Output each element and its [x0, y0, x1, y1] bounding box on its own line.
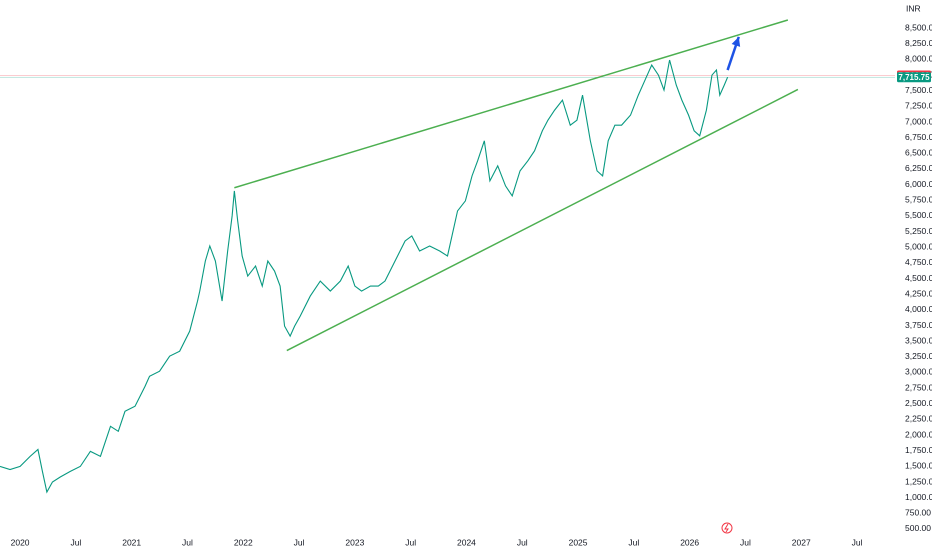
y-tick-label: 6,500.00: [905, 148, 932, 158]
y-tick-label: 3,750.00: [905, 320, 932, 330]
x-tick-label: Jul: [740, 537, 751, 547]
x-tick-label: 2020: [11, 537, 30, 547]
y-tick-label: 750.00: [905, 508, 931, 518]
y-tick-label: 4,500.00: [905, 273, 932, 283]
y-tick-label: 1,750.00: [905, 445, 932, 455]
y-tick-label: 6,250.00: [905, 163, 932, 173]
trendline: [234, 19, 789, 189]
y-tick-label: 8,000.00: [905, 54, 932, 64]
y-tick-label: 7,500.00: [905, 85, 932, 95]
y-tick-label: 3,250.00: [905, 351, 932, 361]
x-tick-label: Jul: [70, 537, 81, 547]
x-tick-label: 2021: [122, 537, 141, 547]
x-tick-label: 2025: [569, 537, 588, 547]
arrow-head: [731, 36, 741, 47]
y-tick-label: 4,750.00: [905, 257, 932, 267]
price-tag-label: 7,715.75: [898, 73, 930, 82]
y-tick-label: 1,500.00: [905, 461, 932, 471]
y-tick-label: 8,250.00: [905, 38, 932, 48]
x-tick-label: Jul: [294, 537, 305, 547]
x-tick-label: Jul: [517, 537, 528, 547]
x-tick-label: 2026: [680, 537, 699, 547]
y-tick-label: 2,500.00: [905, 398, 932, 408]
y-tick-label: 4,250.00: [905, 288, 932, 298]
x-tick-label: Jul: [405, 537, 416, 547]
y-tick-label: 5,250.00: [905, 226, 932, 236]
price-line: [0, 59, 729, 494]
y-tick-label: 4,000.00: [905, 304, 932, 314]
x-tick-label: Jul: [628, 537, 639, 547]
y-tick-label: 6,750.00: [905, 132, 932, 142]
price-tag: [897, 72, 931, 83]
y-tick-label: 2,750.00: [905, 382, 932, 392]
y-tick-label: 1,250.00: [905, 476, 932, 486]
replay-icon[interactable]: [721, 522, 733, 534]
y-tick-label: 3,000.00: [905, 367, 932, 377]
y-tick-label: 2,000.00: [905, 429, 932, 439]
y-tick-label: 7,000.00: [905, 116, 932, 126]
x-tick-label: Jul: [182, 537, 193, 547]
x-tick-label: 2027: [792, 537, 811, 547]
x-tick-label: Jul: [852, 537, 863, 547]
y-tick-label: 5,000.00: [905, 241, 932, 251]
y-tick-label: 5,500.00: [905, 210, 932, 220]
y-tick-label: 500.00: [905, 523, 931, 533]
x-tick-label: 2023: [345, 537, 364, 547]
y-tick-label: 6,000.00: [905, 179, 932, 189]
y-tick-label: 5,750.00: [905, 195, 932, 205]
y-tick-label: 1,000.00: [905, 492, 932, 502]
y-tick-label: 3,500.00: [905, 335, 932, 345]
x-tick-label: 2024: [457, 537, 476, 547]
y-tick-label: 8,500.00: [905, 22, 932, 32]
y-tick-label: 7,250.00: [905, 101, 932, 111]
y-tick-label: 2,250.00: [905, 414, 932, 424]
x-tick-label: 2022: [234, 537, 253, 547]
currency-label: INR: [906, 3, 921, 13]
trendline: [286, 88, 799, 352]
